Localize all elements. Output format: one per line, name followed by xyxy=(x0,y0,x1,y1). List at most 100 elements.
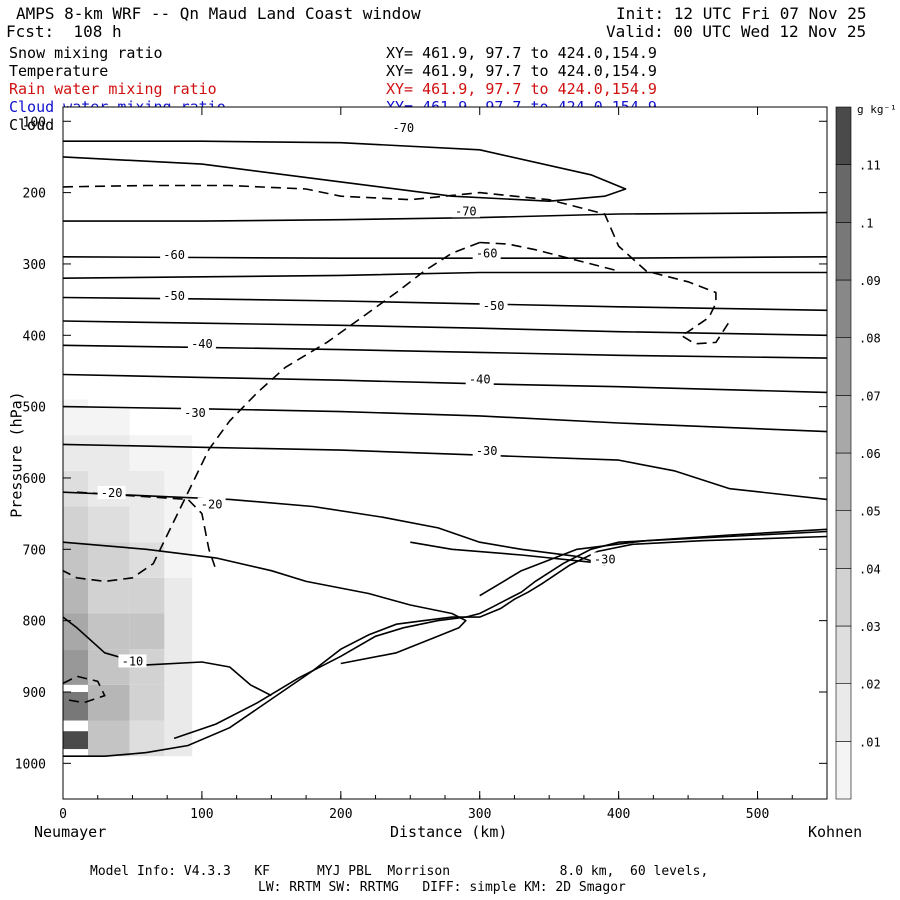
contour-label: -60 xyxy=(476,246,498,260)
snow-shading-cell xyxy=(164,613,193,650)
forecast-hour: Fcst: 108 h xyxy=(6,22,122,41)
colorbar-tick-label: .06 xyxy=(859,447,881,461)
x-tick-label: 500 xyxy=(746,807,769,822)
contour-label-bg xyxy=(465,372,494,386)
contour-label-bg xyxy=(160,289,189,303)
snow-shading-cell xyxy=(164,506,193,543)
snow-shading-cell xyxy=(129,435,165,471)
y-tick-label: 300 xyxy=(23,258,46,273)
model-info-line-2: LW: RRTM SW: RRTMG DIFF: simple KM: 2D S… xyxy=(258,880,626,895)
model-info-line-1: Model Info: V4.3.3 KF MYJ PBL Morrison 8… xyxy=(90,864,709,879)
snow-shading-cell xyxy=(88,720,130,757)
contour-label: -30 xyxy=(476,444,498,458)
temperature-contour xyxy=(63,541,467,665)
contour-label: -60 xyxy=(163,248,185,262)
colorbar-tick-label: .05 xyxy=(859,505,881,519)
y-tick-label: 800 xyxy=(23,615,46,630)
terrain-line xyxy=(63,530,827,757)
colorbar-tick-label: .04 xyxy=(859,562,881,576)
contour-label: -20 xyxy=(101,486,123,500)
snow-shading-cell xyxy=(88,406,130,436)
colorbar-swatch xyxy=(835,510,852,569)
contour-label: -50 xyxy=(483,299,505,313)
y-tick-label: 1000 xyxy=(15,757,46,772)
x-tick-label: 300 xyxy=(468,807,491,822)
contour-label: -50 xyxy=(163,289,185,303)
temperature-contour xyxy=(63,405,827,433)
contour-label: -10 xyxy=(122,654,144,668)
y-tick-label: 200 xyxy=(23,187,46,202)
contour-label-bg xyxy=(479,299,508,313)
contour-label-bg xyxy=(472,444,501,457)
colorbar-swatch xyxy=(835,337,852,396)
snow-shading-cell xyxy=(129,684,165,721)
contour-label: -40 xyxy=(191,337,213,351)
contour-label: -70 xyxy=(392,121,414,135)
y-tick-label: 700 xyxy=(23,543,46,558)
field-name: Temperature xyxy=(9,62,109,80)
x-axis-label: Distance (km) xyxy=(390,823,508,841)
temperature-contour xyxy=(63,211,827,222)
field-xy-range: XY= 461.9, 97.7 to 424.0,154.9 xyxy=(386,80,657,98)
contour-label-bg xyxy=(590,552,619,566)
y-tick-label: 100 xyxy=(23,115,46,130)
field-name: Rain water mixing ratio xyxy=(9,80,217,98)
cloud-ice-contour xyxy=(76,491,217,570)
x-tick-label: 0 xyxy=(59,807,67,822)
snow-shading-cell xyxy=(63,577,89,614)
init-time: Init: 12 UTC Fri 07 Nov 25 xyxy=(616,4,867,23)
snow-shading-cell xyxy=(164,649,193,685)
colorbar-tick-label: .03 xyxy=(859,620,881,634)
snow-shading-cell xyxy=(63,613,89,650)
contour-label: -70 xyxy=(455,204,477,218)
contour-label-bg xyxy=(97,486,126,500)
colorbar-tick-label: .01 xyxy=(859,735,881,749)
colorbar-swatch xyxy=(835,164,852,223)
contour-label-bg xyxy=(118,654,147,668)
snow-shading-cell xyxy=(63,435,89,471)
colorbar-tick-label: .09 xyxy=(859,274,881,288)
x-tick-label: 400 xyxy=(607,807,630,822)
temperature-contour xyxy=(63,373,827,394)
contour-label-bg xyxy=(389,120,418,134)
y-axis-label: Pressure (hPa) xyxy=(7,391,26,518)
y-tick-label: 400 xyxy=(23,329,46,344)
colorbar-tick-label: .08 xyxy=(859,332,881,346)
chart-title: AMPS 8-km WRF -- Qn Maud Land Coast wind… xyxy=(16,4,421,23)
snow-shading-cell xyxy=(88,542,130,578)
x-tick-label: 100 xyxy=(190,807,213,822)
colorbar-unit: g kg⁻¹ xyxy=(857,103,897,116)
snow-shading-cell xyxy=(63,470,89,507)
x-tick-label: 200 xyxy=(329,807,352,822)
temperature-contour xyxy=(479,528,827,597)
snow-shading-cell xyxy=(129,470,165,507)
contour-label: -20 xyxy=(201,498,223,512)
snow-shading-cell xyxy=(164,435,193,471)
field-xy-range: XY= 461.9, 97.7 to 424.0,154.9 xyxy=(386,62,657,80)
snow-shading-cell xyxy=(164,684,193,721)
snow-shading-cell xyxy=(164,720,193,757)
contour-label: -30 xyxy=(184,406,206,420)
colorbar-swatch xyxy=(835,568,852,627)
colorbar-swatch xyxy=(835,395,852,454)
colorbar-swatch xyxy=(835,741,852,800)
valid-time: Valid: 00 UTC Wed 12 Nov 25 xyxy=(606,22,867,41)
temperature-contour xyxy=(63,344,827,359)
y-tick-label: 500 xyxy=(23,401,46,416)
temperature-contour xyxy=(63,140,627,202)
y-tick-label: 600 xyxy=(23,472,46,487)
contour-label: -30 xyxy=(594,552,616,566)
temperature-contour xyxy=(63,491,606,566)
snow-shading-cell xyxy=(164,577,193,614)
colorbar-tick-label: .02 xyxy=(859,678,881,692)
snow-shading-cell xyxy=(63,542,89,578)
right-endpoint-label: Kohnen xyxy=(808,823,863,841)
colorbar-swatch xyxy=(835,683,852,742)
colorbar-swatch xyxy=(835,625,852,684)
field-name: Snow mixing ratio xyxy=(9,44,163,62)
snow-shading-cell xyxy=(63,731,89,750)
colorbar-tick-label: .1 xyxy=(859,216,873,230)
snow-shading-cell xyxy=(88,506,130,543)
snow-shading-cell xyxy=(88,684,130,721)
